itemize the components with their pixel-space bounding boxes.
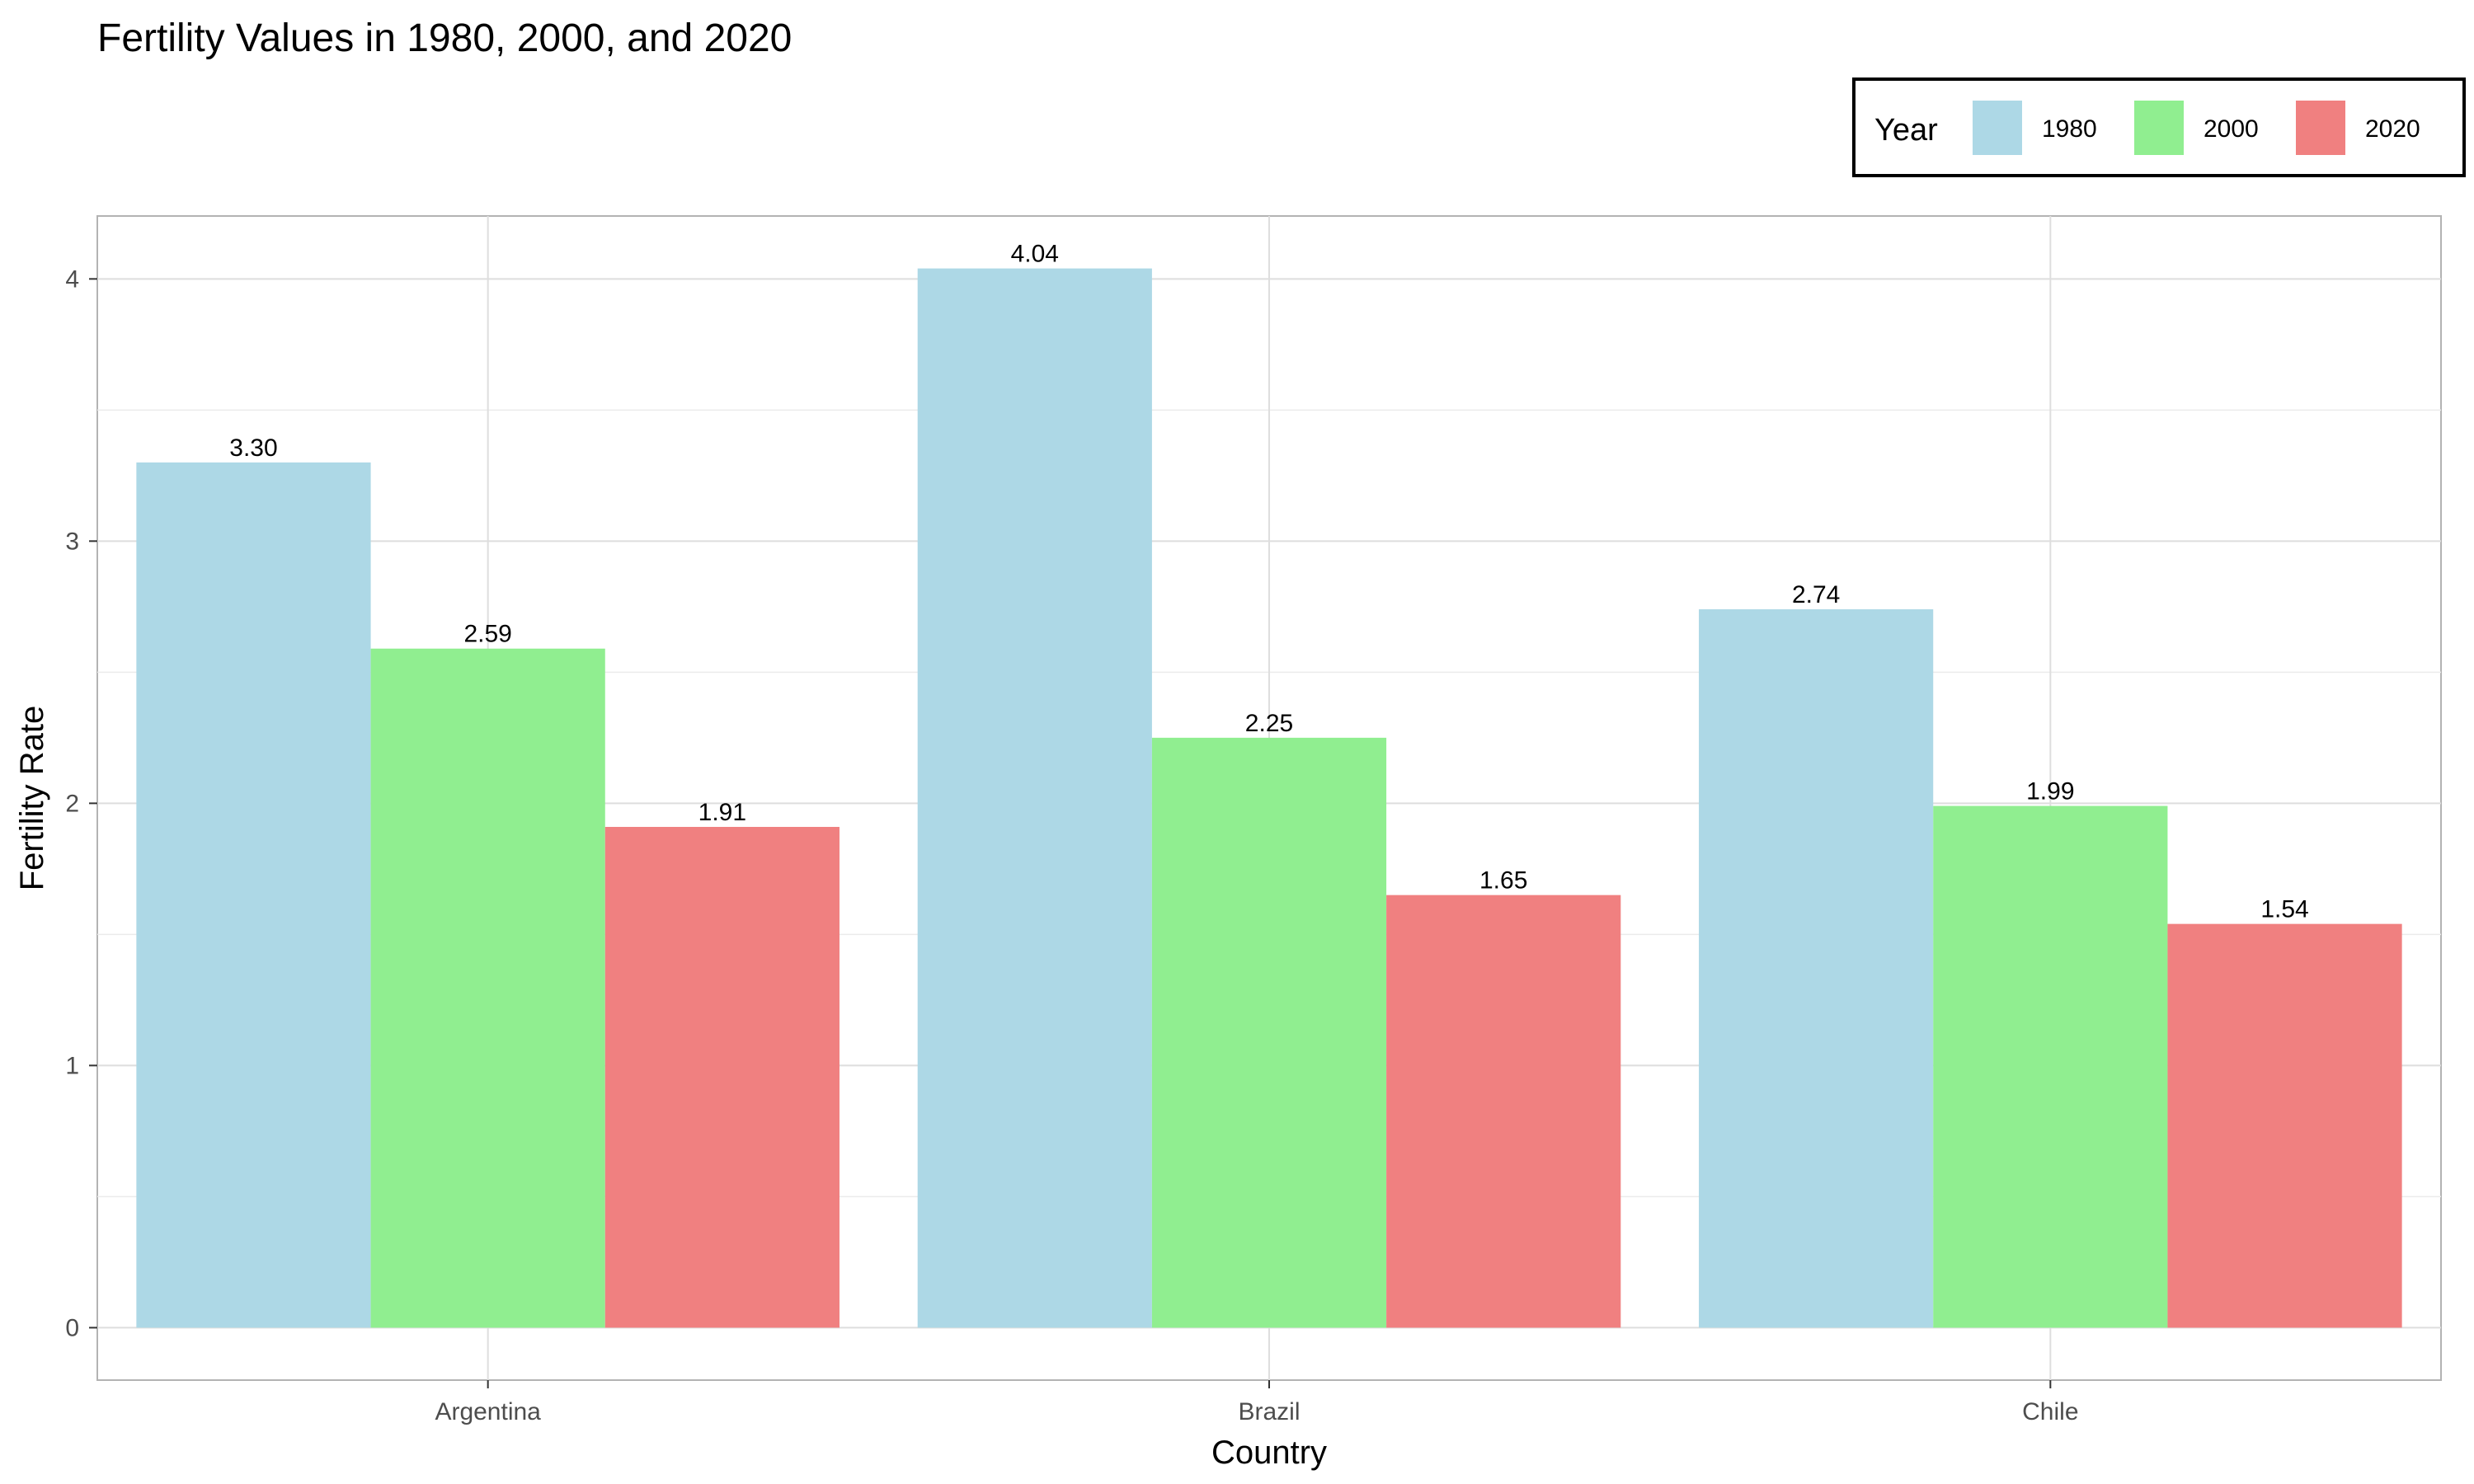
- y-tick-label: 4: [65, 265, 79, 293]
- legend-key-2000: [2134, 101, 2184, 155]
- data-labels: 3.30 4.04 2.74 2.59 2.25 1.99 1.91 1.65 1.54: [229, 241, 2308, 923]
- legend-title: Year: [1874, 113, 1938, 148]
- data-label: 1.99: [2026, 778, 2074, 805]
- data-label: 1.65: [1479, 867, 1527, 895]
- chart-title: Fertility Values in 1980, 2000, and 2020: [97, 16, 792, 60]
- bar-2000-brazil: [1151, 737, 1387, 1328]
- x-tick-label: Chile: [2022, 1398, 2078, 1425]
- y-tick-label: 3: [65, 528, 79, 555]
- x-axis-ticks: Argentina Brazil Chile: [435, 1380, 2079, 1425]
- bar-2020-chile: [2167, 923, 2402, 1328]
- bar-2020-brazil: [1386, 895, 1621, 1328]
- legend-label: 2000: [2204, 115, 2259, 143]
- bar-2020-argentina: [604, 826, 840, 1328]
- bar-1980-brazil: [917, 268, 1152, 1328]
- y-axis-ticks: 0 1 2 3 4: [65, 265, 97, 1341]
- x-axis-title: Country: [1211, 1435, 1327, 1471]
- bar-2000-chile: [1933, 805, 2168, 1328]
- bar-2000-argentina: [370, 648, 605, 1328]
- legend: Year 1980 2000 2020: [1852, 77, 2466, 177]
- x-tick-label: Argentina: [435, 1398, 541, 1425]
- data-label: 1.54: [2260, 896, 2308, 923]
- legend-label: 1980: [2042, 115, 2097, 143]
- y-tick-label: 2: [65, 790, 79, 817]
- legend-label: 2020: [2365, 115, 2420, 143]
- y-tick-label: 1: [65, 1052, 79, 1079]
- data-label: 3.30: [229, 434, 277, 462]
- bars: [136, 268, 2402, 1328]
- x-tick-label: Brazil: [1238, 1398, 1300, 1425]
- data-label: 4.04: [1011, 241, 1059, 268]
- bar-1980-chile: [1699, 609, 1934, 1328]
- y-tick-label: 0: [65, 1314, 79, 1341]
- data-label: 2.25: [1245, 710, 1293, 737]
- data-label: 1.91: [698, 799, 746, 826]
- data-label: 2.59: [463, 621, 511, 648]
- legend-key-1980: [1973, 101, 2022, 155]
- legend-key-2020: [2296, 101, 2345, 155]
- bar-1980-argentina: [136, 462, 371, 1328]
- data-label: 2.74: [1792, 581, 1840, 608]
- y-axis-title: Fertility Rate: [14, 706, 50, 891]
